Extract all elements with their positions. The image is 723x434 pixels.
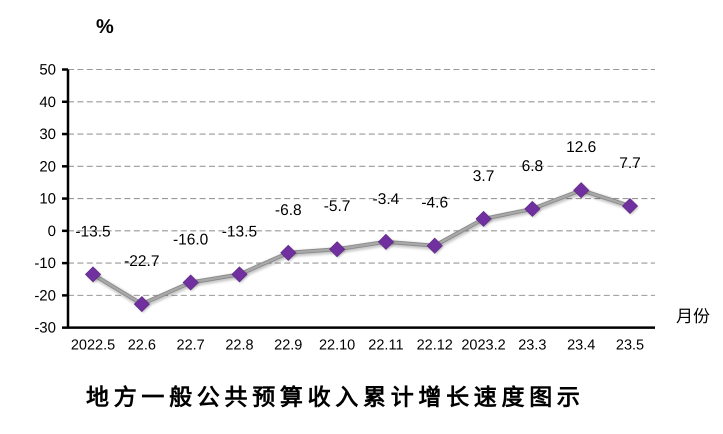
svg-text:40: 40 [39,94,56,111]
svg-text:30: 30 [39,126,56,143]
svg-text:-20: -20 [34,287,56,304]
svg-text:7.7: 7.7 [619,155,641,172]
svg-text:-3.4: -3.4 [373,191,400,208]
svg-text:-10: -10 [34,255,56,272]
svg-text:2023.2: 2023.2 [461,338,505,354]
svg-text:-22.7: -22.7 [124,253,159,270]
svg-text:22.7: 22.7 [177,338,205,354]
svg-text:-16.0: -16.0 [173,231,209,248]
svg-text:23.5: 23.5 [616,338,644,354]
svg-text:-13.5: -13.5 [75,223,110,240]
svg-text:22.10: 22.10 [319,338,355,354]
svg-text:-5.7: -5.7 [324,198,351,215]
svg-text:-4.6: -4.6 [421,195,448,212]
svg-text:22.11: 22.11 [368,338,403,354]
svg-text:50: 50 [39,62,56,79]
svg-text:12.6: 12.6 [566,139,596,156]
svg-text:20: 20 [39,158,56,175]
svg-text:-6.8: -6.8 [275,202,302,219]
svg-text:-30: -30 [34,320,56,337]
svg-text:23.4: 23.4 [567,338,595,354]
svg-text:2022.5: 2022.5 [71,338,115,354]
svg-text:10: 10 [39,191,56,208]
svg-text:3.7: 3.7 [473,168,495,185]
svg-text:0: 0 [48,223,56,240]
svg-text:22.6: 22.6 [128,338,156,354]
svg-text:22.8: 22.8 [225,338,253,354]
svg-text:22.12: 22.12 [417,338,453,354]
svg-text:-13.5: -13.5 [222,223,257,240]
svg-text:6.8: 6.8 [522,158,544,175]
svg-text:23.3: 23.3 [518,338,546,354]
svg-text:22.9: 22.9 [274,338,302,354]
